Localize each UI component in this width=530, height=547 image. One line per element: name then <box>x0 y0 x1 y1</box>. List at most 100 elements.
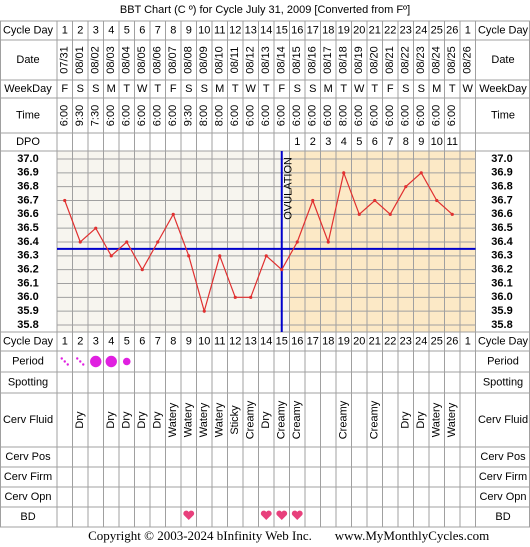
y-tick-label: 35.8 <box>17 319 38 331</box>
weekday: T <box>232 83 239 95</box>
weekday: F <box>278 83 285 95</box>
row-label-right: Cerv Pos <box>480 451 526 463</box>
cerv-fluid: Creamy <box>245 400 257 439</box>
cycle-day: 26 <box>446 335 458 347</box>
dpo: 1 <box>294 136 300 148</box>
date: 08/01 <box>74 46 86 74</box>
cycle-day: 7 <box>155 24 161 36</box>
period-dot <box>79 360 82 363</box>
cycle-day: 19 <box>338 24 350 36</box>
dpo: 2 <box>310 136 316 148</box>
temperature-line <box>64 170 453 314</box>
cerv-fluid: Watery <box>167 402 179 437</box>
date: 08/17 <box>322 46 334 74</box>
cycle-day: 23 <box>400 335 412 347</box>
period-dot <box>63 360 66 363</box>
time: 6:00 <box>353 105 365 126</box>
time: 9:30 <box>74 105 86 126</box>
y-tick-label: 36.2 <box>17 264 38 276</box>
cerv-fluid: Dry <box>121 411 133 429</box>
y-tick-label: 36.4 <box>17 236 39 248</box>
cycle-day: 1 <box>62 24 68 36</box>
dpo: 3 <box>325 136 331 148</box>
time: 6:00 <box>152 105 164 126</box>
date: 08/25 <box>446 46 458 74</box>
temperature-point <box>109 254 113 258</box>
weekday: M <box>324 83 333 95</box>
temperature-point <box>450 212 454 216</box>
row-label-right: Time <box>491 109 515 121</box>
period-dot <box>82 363 85 366</box>
row-label: BD <box>20 511 35 523</box>
dpo: 9 <box>418 136 424 148</box>
period-dot <box>60 357 63 360</box>
row-label-right: Period <box>487 355 519 367</box>
temperature-point <box>264 254 268 258</box>
cycle-day: 6 <box>139 335 145 347</box>
cerv-fluid: Watery <box>198 402 210 437</box>
weekday: S <box>92 83 99 95</box>
temperature-point <box>357 212 361 216</box>
date: 08/20 <box>369 46 381 74</box>
cycle-day: 22 <box>384 335 396 347</box>
website: www.MyMonthlyCycles.com <box>335 528 489 543</box>
date: 08/02 <box>90 46 102 74</box>
period-mark <box>76 357 85 366</box>
cycle-day: 18 <box>322 335 334 347</box>
date: 08/24 <box>431 46 443 74</box>
row-label-right: Cerv Fluid <box>478 414 528 426</box>
weekday: W <box>463 83 474 95</box>
time: 6:00 <box>400 105 412 126</box>
date: 08/03 <box>105 46 117 74</box>
time: 6:00 <box>245 105 257 126</box>
cycle-day: 17 <box>307 24 319 36</box>
time: 6:00 <box>322 105 334 126</box>
temperature-point <box>326 240 330 244</box>
cycle-day: 18 <box>322 24 334 36</box>
cycle-day: 7 <box>155 335 161 347</box>
dpo: 10 <box>431 136 443 148</box>
weekday: S <box>77 83 84 95</box>
date: 08/15 <box>291 46 303 74</box>
dpo: 11 <box>447 136 458 148</box>
y2-tick-label: 36.2 <box>491 264 512 276</box>
cycle-day: 23 <box>400 24 412 36</box>
y2-tick-label: 35.9 <box>491 305 512 317</box>
dpo: 6 <box>372 136 378 148</box>
y-tick-label: 36.7 <box>17 194 38 206</box>
cycle-day: 11 <box>214 335 225 347</box>
cycle-day: 19 <box>338 335 350 347</box>
row-label: Time <box>16 109 40 121</box>
row-label: WeekDay <box>4 83 52 95</box>
bd-heart <box>260 510 272 520</box>
cerv-fluid: Dry <box>260 411 272 429</box>
cerv-fluid: Dry <box>415 411 427 429</box>
y-tick-label: 37.0 <box>17 153 38 165</box>
date: 08/16 <box>307 46 319 74</box>
temperature-point <box>388 212 392 216</box>
temperature-point <box>187 254 191 258</box>
weekday: T <box>449 83 456 95</box>
cerv-fluid: Creamy <box>291 400 303 439</box>
y-tick-label: 36.9 <box>17 167 38 179</box>
cycle-day: 5 <box>124 24 130 36</box>
cerv-fluid: Dry <box>136 411 148 429</box>
time: 6:00 <box>121 105 133 126</box>
cycle-day: 8 <box>170 335 176 347</box>
cerv-fluid: Watery <box>431 402 443 437</box>
period-dot <box>122 357 131 366</box>
y2-tick-label: 36.4 <box>491 236 513 248</box>
cycle-day: 25 <box>431 335 443 347</box>
cycle-day: 24 <box>415 335 427 347</box>
date: 08/09 <box>198 46 210 74</box>
cerv-fluid: Watery <box>183 402 195 437</box>
row-label: Cycle Day <box>3 24 54 36</box>
row-label-right: BD <box>495 511 510 523</box>
ovulation-label: OVULATION <box>283 157 295 220</box>
date: 08/21 <box>384 46 396 74</box>
cerv-fluid: Creamy <box>369 400 381 439</box>
cerv-fluid: Dry <box>400 411 412 429</box>
cycle-day: 25 <box>431 24 443 36</box>
date: 08/12 <box>245 46 257 74</box>
